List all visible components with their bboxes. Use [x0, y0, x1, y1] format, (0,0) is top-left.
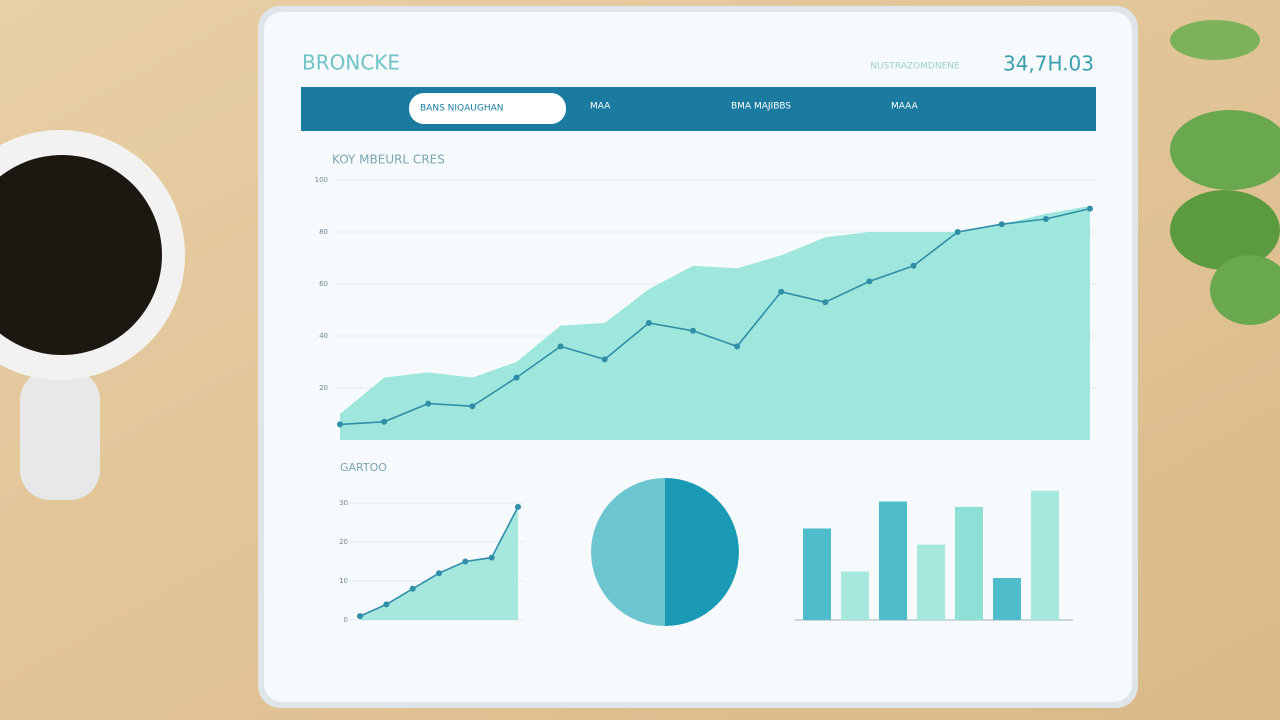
point [469, 403, 476, 410]
y-tick-label: 80 [319, 228, 328, 236]
header-subtitle: NUSTRAZOMDNENE [870, 62, 960, 72]
point [513, 374, 520, 381]
line [339, 207, 1091, 426]
nav-item[interactable]: MAA [590, 102, 611, 112]
nav-item[interactable]: BMA MAJIBBS [731, 102, 791, 112]
area [340, 206, 1090, 440]
bar [955, 506, 983, 620]
y-tick-label: 30 [339, 499, 348, 507]
point [425, 400, 432, 407]
point [357, 613, 363, 620]
mug [0, 130, 185, 500]
bar [803, 528, 831, 620]
point [557, 343, 564, 350]
y-tick-label: 40 [319, 332, 328, 340]
point [645, 320, 652, 326]
plant [1170, 20, 1280, 325]
point [488, 554, 495, 561]
y-tick-label: 20 [339, 538, 348, 546]
point [436, 570, 442, 577]
header-value: 34,7H.03 [1003, 52, 1094, 76]
point [778, 288, 785, 295]
point [381, 418, 388, 425]
point [866, 278, 873, 285]
nav-item[interactable]: MAAA [891, 102, 919, 112]
point [515, 503, 521, 510]
point [822, 299, 829, 306]
bar [917, 544, 945, 620]
app-title: BRONCKE [302, 51, 400, 75]
bar [1031, 490, 1059, 620]
point [1087, 205, 1093, 212]
point [998, 221, 1005, 228]
y-tick-label: 10 [339, 577, 348, 585]
point [409, 585, 416, 592]
point [462, 558, 469, 565]
search-pill[interactable] [409, 93, 566, 124]
bar [879, 501, 907, 620]
point [734, 343, 741, 350]
area [360, 506, 518, 620]
chart-title: KOY MBEURL CRES [332, 153, 445, 167]
nav-item[interactable]: BANS NIQAUGHAN [420, 104, 503, 114]
point [910, 262, 917, 269]
bar [993, 578, 1021, 620]
pie-slice [591, 478, 665, 626]
point [954, 229, 961, 235]
bar [841, 571, 869, 620]
point [383, 601, 390, 608]
y-tick-label: 60 [319, 280, 328, 288]
point [337, 421, 343, 428]
point [1042, 216, 1049, 222]
y-tick-label: 20 [319, 384, 328, 392]
section-title: GARTOO [340, 461, 387, 474]
point [689, 327, 696, 334]
point [601, 356, 608, 363]
pie-slice [665, 478, 739, 626]
y-tick-label: 100 [315, 176, 328, 184]
